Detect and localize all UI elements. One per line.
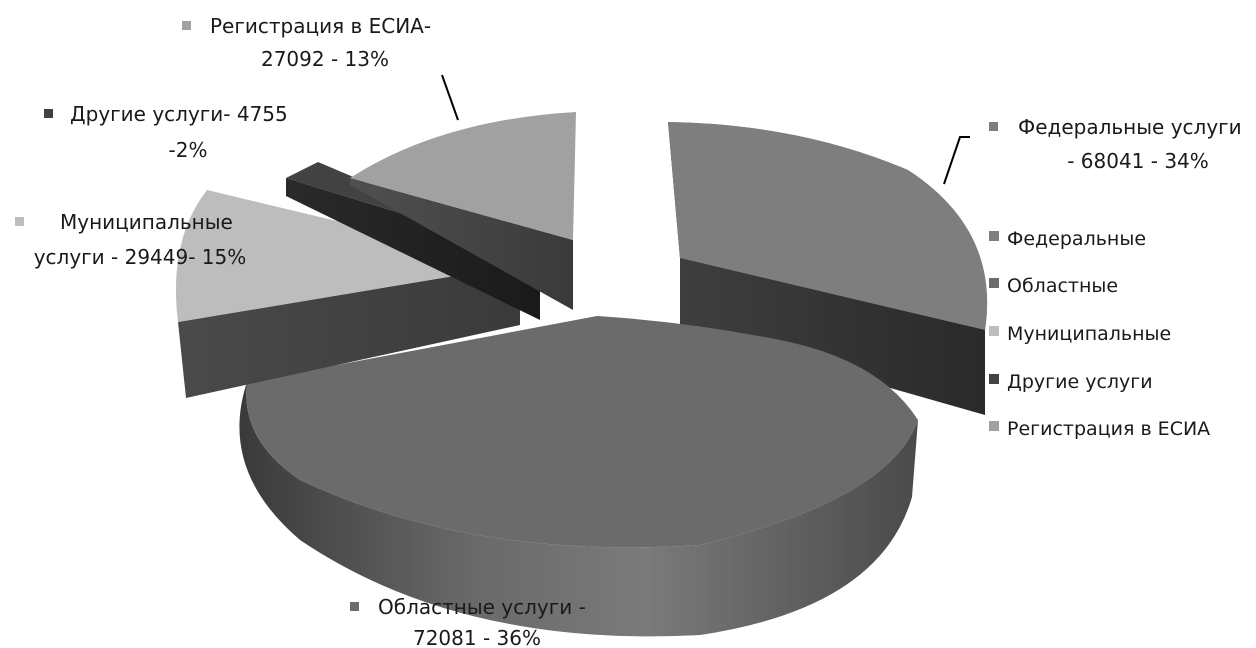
svg-text:Другие услуги- 4755: Другие услуги- 4755 xyxy=(70,102,288,126)
leader-line-esia xyxy=(441,74,459,121)
svg-text:Муниципальные: Муниципальные xyxy=(1007,323,1171,345)
data-label-federal-swatch xyxy=(989,122,998,131)
legend-swatch-other xyxy=(989,374,999,384)
data-label-other-line2: -2% xyxy=(169,138,208,162)
data-label-federal: Федеральные услуги - 68041 - 34% xyxy=(989,115,1242,173)
slice-other-side xyxy=(286,178,540,320)
svg-text:72081 - 36%: 72081 - 36% xyxy=(413,626,541,648)
svg-text:Регистрация в ЕСИА-: Регистрация в ЕСИА- xyxy=(210,14,431,38)
data-label-regional-line2: 72081 - 36% xyxy=(413,626,541,648)
svg-text:27092 - 13%: 27092 - 13% xyxy=(261,47,389,71)
slice-municipal xyxy=(175,190,521,398)
slice-esia-side xyxy=(350,178,573,310)
data-label-regional: Областные услуги - 72081 - 36% xyxy=(350,595,586,648)
legend-item-other[interactable]: Другие услуги xyxy=(989,371,1153,393)
slice-regional xyxy=(239,316,918,637)
svg-text:Областные: Областные xyxy=(1007,275,1118,297)
legend-label-federal: Федеральные xyxy=(1007,228,1146,250)
data-label-municipal-line1: Муниципальные xyxy=(60,210,233,234)
svg-text:Муниципальные: Муниципальные xyxy=(60,210,233,234)
slice-federal xyxy=(668,122,988,415)
slice-regional-side xyxy=(239,382,918,637)
data-label-municipal: Муниципальные услуги - 29449- 15% xyxy=(15,210,246,269)
legend: Федеральные Областные Муниципальные Друг… xyxy=(989,228,1210,440)
data-label-esia-line1: Регистрация в ЕСИА- xyxy=(210,14,431,38)
data-label-other: Другие услуги- 4755 -2% xyxy=(44,102,288,162)
leader-line-federal xyxy=(943,136,970,185)
slice-municipal-side xyxy=(178,265,520,398)
legend-swatch-municipal xyxy=(989,326,999,336)
data-label-municipal-swatch xyxy=(15,217,24,226)
legend-label-other: Другие услуги xyxy=(1007,371,1153,393)
data-label-esia-line2: 27092 - 13% xyxy=(261,47,389,71)
data-label-regional-swatch xyxy=(350,602,359,611)
svg-text:Областные услуги -: Областные услуги - xyxy=(378,595,586,619)
data-label-other-swatch xyxy=(44,109,53,118)
svg-text:Другие услуги: Другие услуги xyxy=(1007,371,1153,393)
data-label-federal-line2: - 68041 - 34% xyxy=(1067,149,1209,173)
svg-text:Федеральные: Федеральные xyxy=(1007,228,1146,250)
legend-swatch-regional xyxy=(989,278,999,288)
svg-text:Федеральные услуги: Федеральные услуги xyxy=(1018,115,1242,139)
data-label-esia-swatch xyxy=(182,21,191,30)
data-label-regional-line1: Областные услуги - xyxy=(378,595,586,619)
legend-swatch-federal xyxy=(989,231,999,241)
slice-municipal-top xyxy=(175,190,521,322)
slice-regional-top xyxy=(246,316,918,548)
slice-esia xyxy=(350,112,576,310)
legend-item-municipal[interactable]: Муниципальные xyxy=(989,323,1171,345)
svg-text:- 68041 - 34%: - 68041 - 34% xyxy=(1067,149,1209,173)
legend-item-federal[interactable]: Федеральные xyxy=(989,228,1146,250)
legend-label-esia: Регистрация в ЕСИА xyxy=(1007,418,1210,440)
slice-esia-top xyxy=(350,112,576,240)
legend-label-municipal: Муниципальные xyxy=(1007,323,1171,345)
svg-text:-2%: -2% xyxy=(169,138,208,162)
svg-text:Регистрация в ЕСИА: Регистрация в ЕСИА xyxy=(1007,418,1210,440)
legend-item-regional[interactable]: Областные xyxy=(989,275,1118,297)
legend-label-regional: Областные xyxy=(1007,275,1118,297)
data-label-esia: Регистрация в ЕСИА- 27092 - 13% xyxy=(182,14,431,71)
svg-text:услуги - 29449- 15%: услуги - 29449- 15% xyxy=(34,245,247,269)
legend-swatch-esia xyxy=(989,421,999,431)
data-label-municipal-line2: услуги - 29449- 15% xyxy=(34,245,247,269)
legend-item-esia[interactable]: Регистрация в ЕСИА xyxy=(989,418,1210,440)
data-label-federal-line1: Федеральные услуги xyxy=(1018,115,1242,139)
data-label-other-line1: Другие услуги- 4755 xyxy=(70,102,288,126)
